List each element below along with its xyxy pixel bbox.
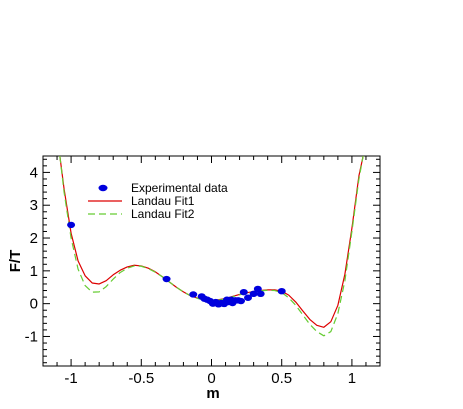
y-tick-label: 3: [30, 197, 38, 214]
x-tick-label: 0.5: [271, 370, 292, 387]
data-point: [67, 221, 76, 229]
tick-labels: -1 -0.5 0 0.5 1 -1 0 1 2 3 4: [25, 164, 356, 387]
data-points: [67, 221, 286, 308]
y-tick-label: 0: [30, 296, 38, 313]
y-tick-label: 4: [30, 164, 38, 181]
data-point: [277, 287, 286, 295]
x-tick-label: 0: [207, 370, 215, 387]
data-point: [236, 297, 245, 305]
x-tick-label: -1: [64, 370, 77, 387]
data-point: [253, 285, 262, 293]
data-point: [162, 275, 171, 283]
data-point: [239, 288, 248, 296]
x-axis-title: m: [206, 385, 219, 402]
legend-marker-experimental: [98, 184, 108, 192]
x-tick-label: 1: [348, 370, 356, 387]
legend-label-fit1: Landau Fit1: [131, 194, 195, 208]
legend-label-experimental: Experimental data: [131, 181, 228, 195]
legend: Experimental data Landau Fit1 Landau Fit…: [88, 181, 228, 221]
y-tick-label: -1: [25, 328, 38, 345]
y-axis-title: F/T: [7, 250, 24, 273]
x-tick-label: -0.5: [128, 370, 154, 387]
data-point: [244, 294, 253, 301]
legend-label-fit2: Landau Fit2: [131, 207, 195, 221]
data-point: [249, 290, 258, 298]
data-point: [256, 290, 265, 298]
y-tick-label: 1: [30, 263, 38, 280]
data-point: [189, 291, 198, 298]
y-tick-label: 2: [30, 230, 38, 247]
axis-ticks: [42, 156, 381, 366]
